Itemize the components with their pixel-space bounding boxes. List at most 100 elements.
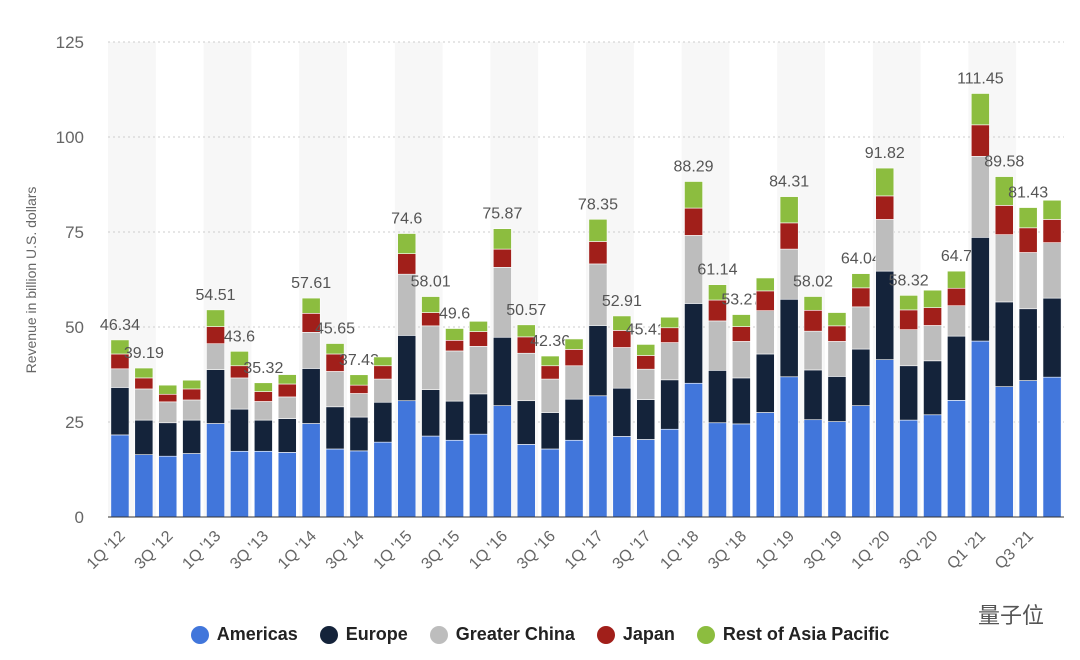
legend-label: Rest of Asia Pacific: [722, 624, 890, 644]
legend-item[interactable]: Americas: [190, 624, 298, 645]
bar-segment: [516, 324, 536, 338]
bar-segment: [588, 218, 608, 242]
bar-segment: [899, 365, 919, 421]
bar-segment: [851, 306, 871, 350]
bar-segment: [923, 325, 942, 362]
legend-item[interactable]: Japan: [596, 624, 675, 645]
bar-segment: [564, 365, 584, 400]
bar-segment: [110, 368, 130, 388]
bar-segment: [708, 422, 727, 518]
bar-segment: [325, 371, 345, 408]
x-tick-label: 1Q '16: [466, 528, 511, 573]
bar-segment: [421, 389, 441, 437]
bar-segment: [564, 439, 584, 518]
bar-segment: [397, 233, 417, 254]
bar-segment: [421, 312, 441, 327]
total-label: 39.19: [124, 345, 164, 362]
bar-segment: [325, 448, 345, 518]
bar-segment: [277, 374, 297, 385]
bar-segment: [492, 405, 512, 518]
bar-segment: [970, 124, 990, 157]
bar-segment: [731, 423, 751, 518]
bar-segment: [1042, 242, 1062, 299]
bar-segment: [827, 421, 847, 518]
bar-segment: [349, 450, 369, 518]
bar-segment: [373, 365, 393, 380]
bar-segment: [134, 454, 154, 518]
bar-segment: [947, 400, 966, 518]
bar-segment: [708, 284, 727, 301]
legend-marker: [696, 625, 715, 644]
total-label: 58.02: [793, 274, 833, 291]
bar-segment: [970, 340, 990, 518]
bar-segment: [875, 195, 895, 220]
bar-segment: [349, 374, 369, 386]
bar-segment: [349, 416, 369, 452]
bar-segment: [851, 405, 871, 518]
bar-segment: [923, 360, 942, 416]
bar-segment: [612, 387, 632, 437]
bar-segment: [182, 419, 202, 454]
x-tick-label: 1Q '17: [562, 528, 607, 573]
bar-segment: [182, 379, 202, 390]
bar-segment: [301, 423, 321, 518]
total-label: 84.31: [769, 174, 809, 191]
bar-segment: [492, 248, 512, 268]
bar-segment: [1042, 297, 1062, 378]
bar-segment: [492, 336, 512, 406]
legend: Americas Europe Greater China Japan Rest of …: [0, 624, 1080, 645]
bar-segment: [206, 309, 225, 327]
legend-item[interactable]: Rest of Asia Pacific: [696, 624, 890, 645]
bar-segment: [660, 316, 680, 329]
bar-segment: [684, 382, 703, 518]
bar-segment: [899, 309, 919, 330]
bar-segment: [349, 393, 369, 418]
bar-segment: [325, 343, 345, 355]
y-tick-label: 125: [56, 33, 84, 52]
bar-segment: [158, 384, 178, 395]
x-tick-label: 3Q '14: [323, 528, 368, 573]
bar-segment: [875, 167, 895, 197]
bar-segment: [827, 325, 847, 342]
bar-segment: [947, 270, 966, 289]
bar-segment: [469, 433, 488, 518]
bar-segment: [755, 277, 775, 292]
bar-segment: [445, 339, 464, 352]
x-tick-label: Q3 '21: [992, 528, 1037, 573]
bar-segment: [206, 369, 225, 424]
bar-segment: [684, 181, 703, 209]
bar-segment: [636, 399, 656, 440]
bar-segment: [1018, 308, 1038, 381]
bar-segment: [994, 301, 1014, 387]
total-label: 45.41: [626, 321, 666, 338]
bar-segment: [994, 234, 1014, 303]
total-label: 52.91: [602, 293, 642, 310]
bar-segment: [301, 297, 321, 314]
bar-segment: [373, 356, 393, 367]
x-tick-label: 1Q '14: [275, 528, 320, 573]
bar-segment: [230, 450, 249, 518]
x-tick-label: 3Q '15: [418, 528, 463, 573]
bar-segment: [253, 401, 273, 421]
bar-segment: [469, 320, 488, 332]
total-label: 46.34: [100, 317, 140, 334]
bar-segment: [564, 349, 584, 367]
bar-segment: [1042, 219, 1062, 243]
total-label: 74.6: [391, 211, 422, 228]
bar-segment: [1018, 227, 1038, 253]
x-tick-label: 1Q '19: [753, 528, 798, 573]
x-tick-label: 1Q '13: [179, 528, 224, 573]
bar-segment: [660, 379, 680, 430]
bar-segment: [158, 422, 178, 457]
legend-item[interactable]: Europe: [319, 624, 408, 645]
bar-segment: [564, 398, 584, 441]
x-tick-label: 1Q '18: [657, 528, 702, 573]
legend-item[interactable]: Greater China: [429, 624, 575, 645]
bar-segment: [110, 387, 130, 436]
legend-label: Greater China: [455, 624, 575, 644]
legend-marker: [596, 625, 615, 644]
bar-segment: [923, 289, 942, 308]
bar-segment: [779, 222, 799, 250]
total-label: 45.65: [315, 321, 355, 338]
